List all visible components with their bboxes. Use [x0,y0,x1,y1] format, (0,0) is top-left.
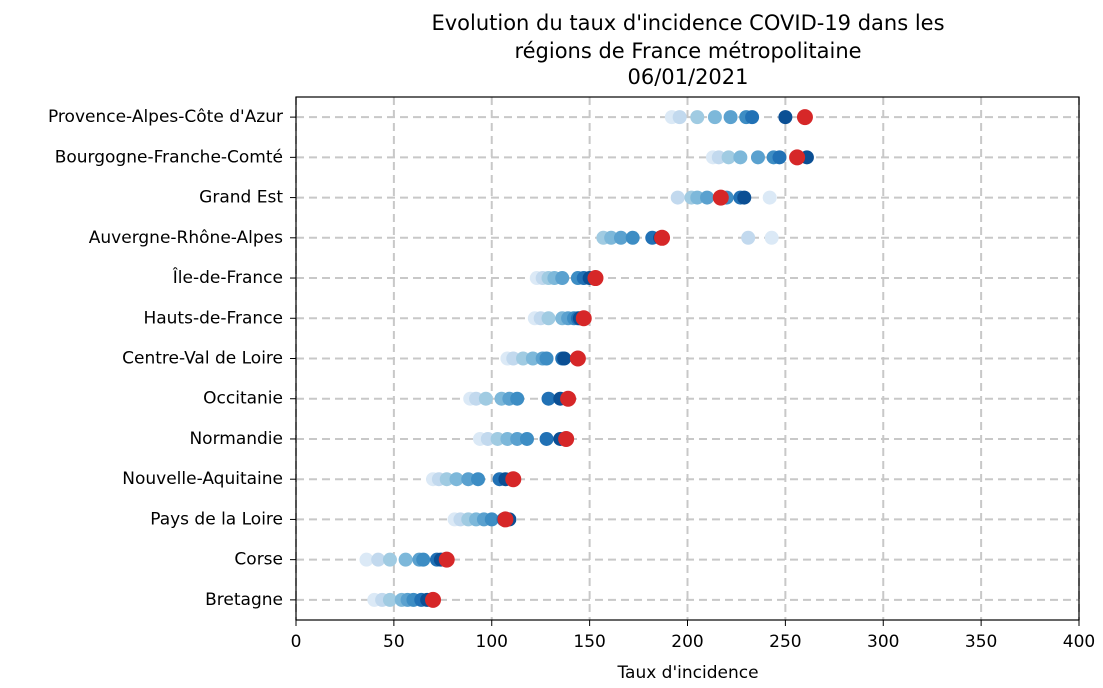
dot [439,472,454,487]
dot [711,150,726,165]
dot [560,390,577,407]
dot [670,190,685,205]
dot [625,230,640,245]
dot [613,230,628,245]
y-tick-label: Auvergne-Rhône-Alpes [89,228,283,248]
y-tick-label: Bretagne [205,590,283,610]
y-tick-label: Provence-Alpes-Côte d'Azur [48,107,283,127]
dot [505,471,522,488]
dot [712,189,729,206]
x-tick-label: 250 [769,632,801,652]
dot [497,511,514,528]
dot [555,271,570,286]
y-tick-label: Centre-Val de Loire [122,349,283,369]
dot [733,150,748,165]
dot [772,150,787,165]
dot [382,552,397,567]
dot [480,431,495,446]
dot [416,552,431,567]
dot [438,551,455,568]
dot [510,431,525,446]
x-tick-label: 150 [573,632,605,652]
dot [745,110,760,125]
dot [469,391,484,406]
dot [700,190,715,205]
x-tick-label: 200 [671,632,703,652]
dot [516,351,531,366]
y-tick-label: Pays de la Loire [150,509,283,529]
dot [707,110,722,125]
x-tick-label: 50 [383,632,405,652]
dot [510,391,525,406]
chart-subtitle: 06/01/2021 [627,65,748,89]
x-tick-label: 300 [867,632,899,652]
dot [484,512,499,527]
dot [558,430,575,447]
x-axis-label: Taux d'incidence [616,663,758,683]
x-tick-label: 350 [965,632,997,652]
dot [750,150,765,165]
dot [557,351,572,366]
dot [575,310,592,327]
dot [539,351,554,366]
dot [541,311,556,326]
dot [741,230,756,245]
dot [425,591,442,608]
plot-frame [295,96,1080,621]
dot [461,472,476,487]
dot [506,351,521,366]
dot [604,230,619,245]
dot [737,190,752,205]
dot [519,431,534,446]
dot [690,190,705,205]
dot [500,431,515,446]
x-tick-label: 400 [1063,632,1095,652]
chart-title: régions de France métropolitaine [514,39,861,63]
dot [371,552,386,567]
dot [359,552,374,567]
dot [789,149,806,166]
dot [525,351,540,366]
dot [449,472,464,487]
dot [723,110,738,125]
dot [478,391,493,406]
dot [539,431,554,446]
dot [762,190,777,205]
dot [778,110,793,125]
y-tick-label: Bourgogne-Franche-Comté [55,147,283,167]
dot [541,391,556,406]
x-tick-label: 100 [476,632,508,652]
dot [721,150,736,165]
dot [398,552,413,567]
dot [490,431,505,446]
y-tick-label: Grand Est [199,188,283,208]
dot [796,109,813,126]
y-tick-label: Occitanie [203,389,283,409]
dot [471,472,486,487]
chart-title: Evolution du taux d'incidence COVID-19 d… [431,11,944,35]
dot [764,230,779,245]
y-tick-label: Nouvelle-Aquitaine [122,469,283,489]
y-tick-label: Hauts-de-France [143,308,283,328]
y-tick-label: Normandie [189,429,283,449]
x-tick-label: 0 [291,632,302,652]
y-tick-label: Corse [234,550,283,570]
dot [382,592,397,607]
dot [654,229,671,246]
dot [672,110,687,125]
dot [587,270,604,287]
dot [690,110,705,125]
y-tick-label: Île-de-France [172,266,283,288]
dot [569,350,586,367]
